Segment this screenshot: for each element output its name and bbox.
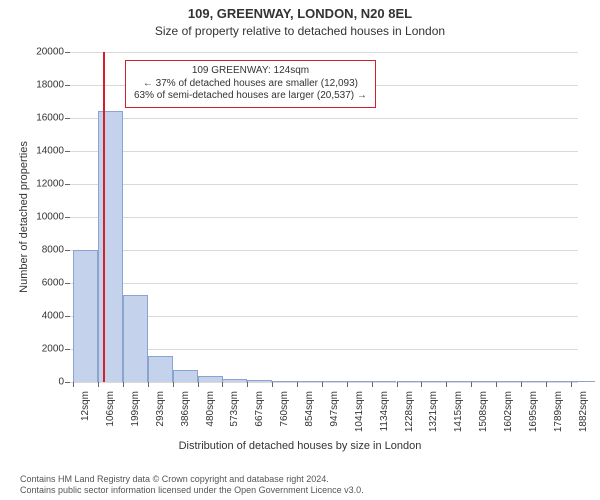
- bar: [73, 250, 98, 382]
- y-tick-label: 2000: [42, 344, 70, 355]
- x-tick: [347, 382, 348, 387]
- x-tick: [446, 382, 447, 387]
- gridline: [70, 151, 578, 152]
- footer-line-2: Contains public sector information licen…: [20, 485, 364, 496]
- annotation-box: 109 GREENWAY: 124sqm← 37% of detached ho…: [125, 60, 376, 108]
- bar: [272, 381, 297, 382]
- x-tick: [297, 382, 298, 387]
- x-tick-label: 293sqm: [155, 389, 166, 446]
- bar: [571, 381, 596, 382]
- x-tick: [222, 382, 223, 387]
- annotation-line: 63% of semi-detached houses are larger (…: [134, 90, 367, 103]
- x-tick-label: 573sqm: [229, 389, 240, 446]
- x-tick: [148, 382, 149, 387]
- x-tick-label: 1508sqm: [478, 389, 489, 446]
- y-tick-label: 6000: [42, 278, 70, 289]
- x-tick: [73, 382, 74, 387]
- x-tick-label: 386sqm: [180, 389, 191, 446]
- y-tick-label: 14000: [36, 146, 70, 157]
- bar: [521, 381, 546, 382]
- x-tick-label: 1134sqm: [379, 389, 390, 446]
- x-tick-label: 1321sqm: [428, 389, 439, 446]
- x-tick-label: 760sqm: [279, 389, 290, 446]
- y-tick-label: 18000: [36, 80, 70, 91]
- x-tick: [322, 382, 323, 387]
- annotation-line: ← 37% of detached houses are smaller (12…: [134, 78, 367, 91]
- gridline: [70, 118, 578, 119]
- footer: Contains HM Land Registry data © Crown c…: [20, 474, 364, 497]
- gridline: [70, 382, 578, 383]
- x-tick-label: 854sqm: [304, 389, 315, 446]
- bar: [173, 370, 198, 382]
- bar: [446, 381, 471, 382]
- bar: [496, 381, 521, 382]
- gridline: [70, 52, 578, 53]
- gridline: [70, 184, 578, 185]
- x-tick-label: 667sqm: [254, 389, 265, 446]
- x-tick: [173, 382, 174, 387]
- x-tick-label: 199sqm: [130, 389, 141, 446]
- x-tick-label: 1228sqm: [404, 389, 415, 446]
- x-tick: [546, 382, 547, 387]
- x-tick: [372, 382, 373, 387]
- title-sub: Size of property relative to detached ho…: [0, 24, 600, 38]
- x-tick-label: 480sqm: [205, 389, 216, 446]
- bar: [421, 381, 446, 382]
- x-tick-label: 1882sqm: [578, 389, 589, 446]
- property-marker-line: [103, 52, 105, 382]
- y-tick-label: 8000: [42, 245, 70, 256]
- footer-line-1: Contains HM Land Registry data © Crown c…: [20, 474, 364, 485]
- x-tick-label: 1415sqm: [453, 389, 464, 446]
- x-tick: [421, 382, 422, 387]
- x-tick-label: 12sqm: [80, 389, 91, 446]
- bar: [397, 381, 422, 382]
- y-tick-label: 16000: [36, 113, 70, 124]
- gridline: [70, 250, 578, 251]
- bar: [297, 381, 322, 382]
- gridline: [70, 283, 578, 284]
- bar: [471, 381, 496, 382]
- y-tick-label: 0: [58, 377, 70, 388]
- bar: [123, 295, 148, 382]
- figure: 109, GREENWAY, LONDON, N20 8EL Size of p…: [0, 0, 600, 500]
- x-tick: [198, 382, 199, 387]
- bar: [148, 356, 173, 382]
- x-tick-label: 1602sqm: [503, 389, 514, 446]
- x-tick: [521, 382, 522, 387]
- bar: [198, 376, 223, 382]
- y-tick-label: 4000: [42, 311, 70, 322]
- bar: [222, 379, 247, 382]
- x-tick: [471, 382, 472, 387]
- x-tick: [272, 382, 273, 387]
- bar: [546, 381, 571, 382]
- x-tick-label: 106sqm: [105, 389, 116, 446]
- x-tick: [571, 382, 572, 387]
- title-main: 109, GREENWAY, LONDON, N20 8EL: [0, 6, 600, 21]
- y-tick-label: 10000: [36, 212, 70, 223]
- y-tick-label: 20000: [36, 47, 70, 58]
- x-tick: [397, 382, 398, 387]
- x-axis-label: Distribution of detached houses by size …: [0, 440, 600, 452]
- x-tick-label: 1041sqm: [354, 389, 365, 446]
- bar: [247, 380, 272, 382]
- x-tick-label: 947sqm: [329, 389, 340, 446]
- bar: [372, 381, 397, 382]
- bar: [322, 381, 347, 382]
- x-tick: [496, 382, 497, 387]
- x-tick-label: 1695sqm: [528, 389, 539, 446]
- x-tick: [247, 382, 248, 387]
- bar: [98, 111, 123, 382]
- gridline: [70, 217, 578, 218]
- x-tick: [98, 382, 99, 387]
- x-tick: [123, 382, 124, 387]
- x-tick-label: 1789sqm: [553, 389, 564, 446]
- y-tick-label: 12000: [36, 179, 70, 190]
- annotation-line: 109 GREENWAY: 124sqm: [134, 65, 367, 78]
- bar: [347, 381, 372, 382]
- y-axis-label: Number of detached properties: [18, 52, 30, 382]
- plot-area: 0200040006000800010000120001400016000180…: [70, 52, 578, 383]
